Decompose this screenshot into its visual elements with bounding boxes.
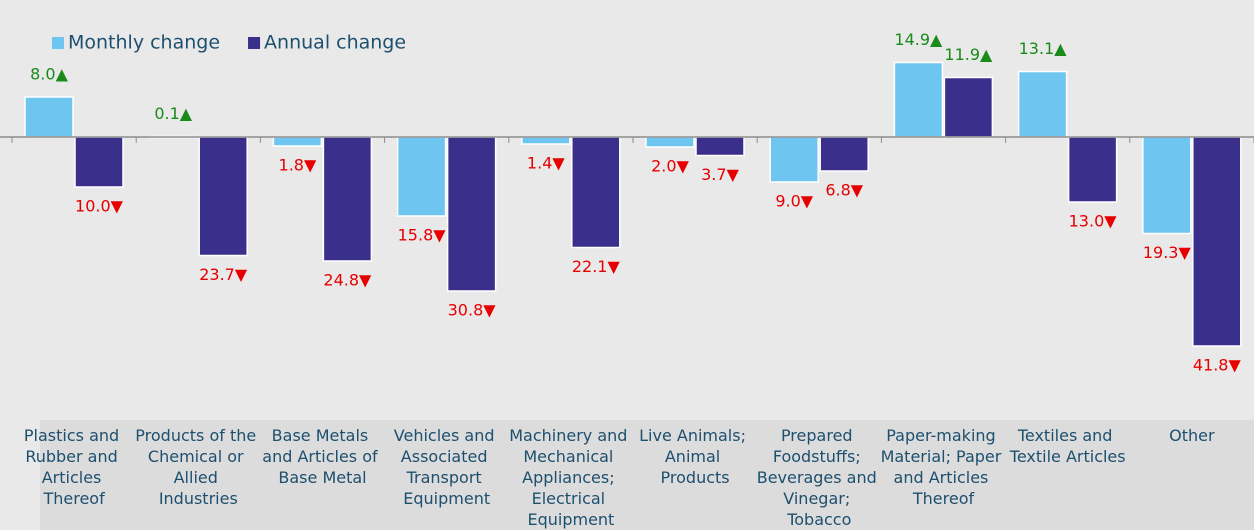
value-label: 1.8▼: [279, 156, 317, 175]
category-label-area: [40, 420, 1254, 530]
value-label: 22.1▼: [572, 257, 621, 276]
value-label: 3.7▼: [701, 165, 739, 184]
value-label: 30.8▼: [448, 301, 497, 320]
x-tick-label: Products of the Chemical or Allied Indus…: [135, 426, 261, 508]
value-label: 19.3▼: [1143, 243, 1192, 262]
value-label: 1.4▼: [527, 154, 565, 173]
bar: [272, 136, 323, 147]
bar: [1142, 136, 1192, 235]
value-label: 10.0▼: [75, 197, 124, 216]
bar: [1017, 70, 1068, 138]
x-tick-label: Vehicles and Associated Transport Equipm…: [394, 426, 500, 508]
bar: [198, 136, 248, 257]
bar: [1067, 136, 1118, 203]
bar: [322, 136, 373, 262]
legend-swatch: [248, 37, 261, 49]
x-tick-label: Live Animals; Animal Products: [639, 426, 751, 487]
legend-label: Annual change: [264, 32, 406, 54]
legend-label: Monthly change: [68, 32, 220, 54]
bar: [695, 136, 745, 157]
bar: [521, 136, 571, 145]
bar: [74, 136, 124, 188]
bar: [819, 136, 869, 172]
value-label: 15.8▼: [398, 226, 447, 245]
value-label: 6.8▼: [825, 181, 863, 200]
bar: [943, 76, 994, 138]
x-tick-label: Base Metals and Articles of Base Metal: [262, 426, 382, 487]
bar: [1192, 136, 1242, 347]
value-label: 13.0▼: [1069, 212, 1118, 231]
value-label: 11.9▲: [944, 45, 993, 64]
bar: [571, 136, 621, 249]
x-tick-label: Plastics and Rubber and Articles Thereof: [24, 426, 124, 508]
value-label: 41.8▼: [1193, 356, 1242, 375]
bar: [446, 136, 497, 292]
bar: [645, 136, 695, 148]
value-label: 14.9▲: [894, 30, 943, 49]
bar: [24, 96, 74, 138]
value-label: 8.0▲: [30, 65, 68, 84]
value-label: 2.0▼: [651, 157, 689, 176]
value-label: 9.0▼: [775, 192, 813, 211]
value-label: 24.8▼: [323, 271, 372, 290]
bar: [396, 136, 447, 217]
value-label: 0.1▲: [154, 104, 192, 123]
x-tick-label: Prepared Foodstuffs; Beverages and Vineg…: [757, 426, 882, 529]
bar: [893, 61, 944, 138]
x-tick-label: Other: [1169, 426, 1215, 445]
x-tick-label: Paper-making Material; Paper and Article…: [881, 426, 1007, 508]
value-label: 13.1▲: [1019, 39, 1068, 58]
bar: [769, 136, 819, 183]
value-label: 23.7▼: [199, 265, 248, 284]
x-tick-label: Textiles and Textile Articles: [1009, 426, 1126, 466]
legend-swatch: [52, 37, 64, 49]
x-tick-label: Machinery and Mechanical Appliances; Ele…: [509, 426, 632, 529]
